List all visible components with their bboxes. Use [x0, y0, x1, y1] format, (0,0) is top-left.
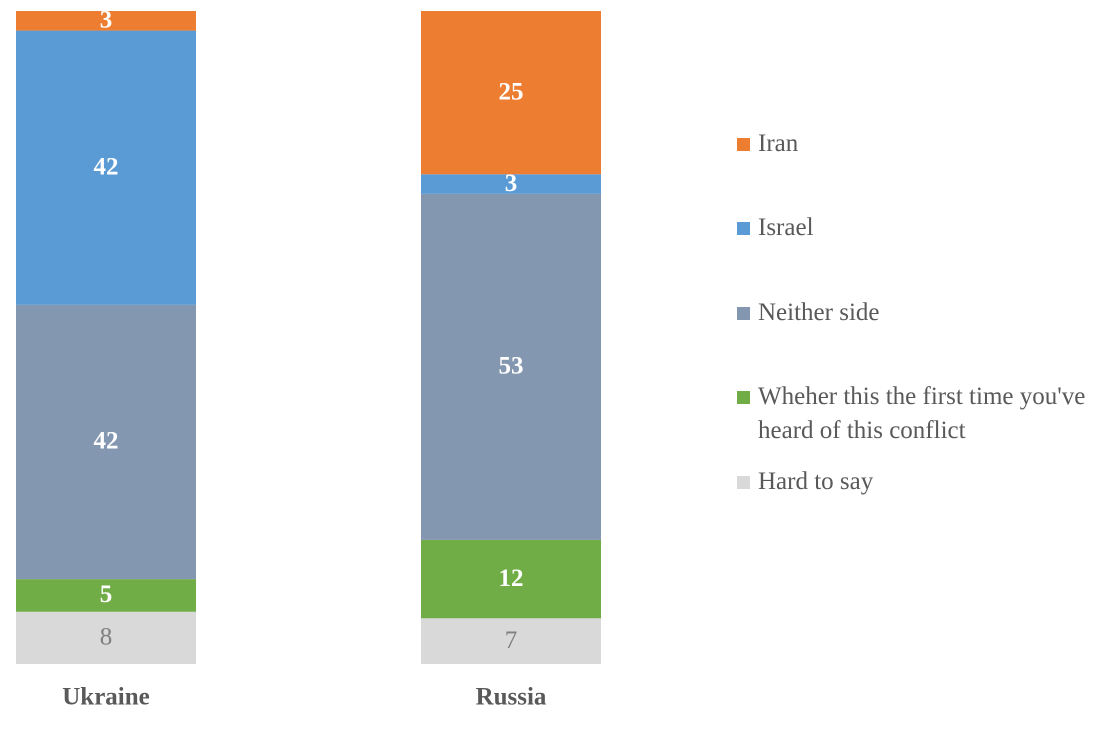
legend-label: Israel [758, 214, 814, 241]
bar-segment [16, 579, 196, 612]
bar-segment [421, 193, 601, 540]
data-label: 3 [100, 7, 113, 34]
legend-item: Hard to say [737, 465, 1088, 499]
data-label: 3 [505, 170, 518, 197]
legend-item: Iran [737, 127, 1088, 161]
bar-segment [421, 11, 601, 175]
bar-segment [16, 611, 196, 664]
x-tick-label: Ukraine [62, 684, 150, 711]
legend-swatch [737, 138, 750, 151]
bar-segment [16, 304, 196, 580]
legend-item: Neither side [737, 296, 1088, 330]
data-label: 53 [499, 353, 524, 380]
legend-label: Neither side [758, 299, 880, 326]
legend-label: Iran [758, 130, 799, 157]
data-label: 12 [499, 565, 524, 592]
data-label: 7 [505, 627, 518, 654]
data-label: 42 [94, 428, 119, 455]
bar-segment [16, 11, 196, 31]
legend-item: Wheher this the first time you've heard … [737, 380, 1088, 448]
data-label: 8 [100, 624, 113, 651]
legend-item: Israel [737, 211, 1088, 245]
legend-swatch [737, 307, 750, 320]
x-tick-label: Russia [476, 684, 547, 711]
data-label: 42 [94, 153, 119, 180]
bar-segment [421, 618, 601, 664]
bar-segment [16, 30, 196, 305]
legend-swatch [737, 476, 750, 489]
legend-swatch [737, 391, 750, 404]
bar-segment [421, 539, 601, 619]
data-label: 25 [499, 78, 524, 105]
legend-swatch [737, 222, 750, 235]
data-label: 5 [100, 581, 113, 608]
legend-label: Wheher this the first time you've heard … [758, 383, 1086, 444]
legend-label: Hard to say [758, 468, 874, 495]
bar-segment [421, 174, 601, 194]
